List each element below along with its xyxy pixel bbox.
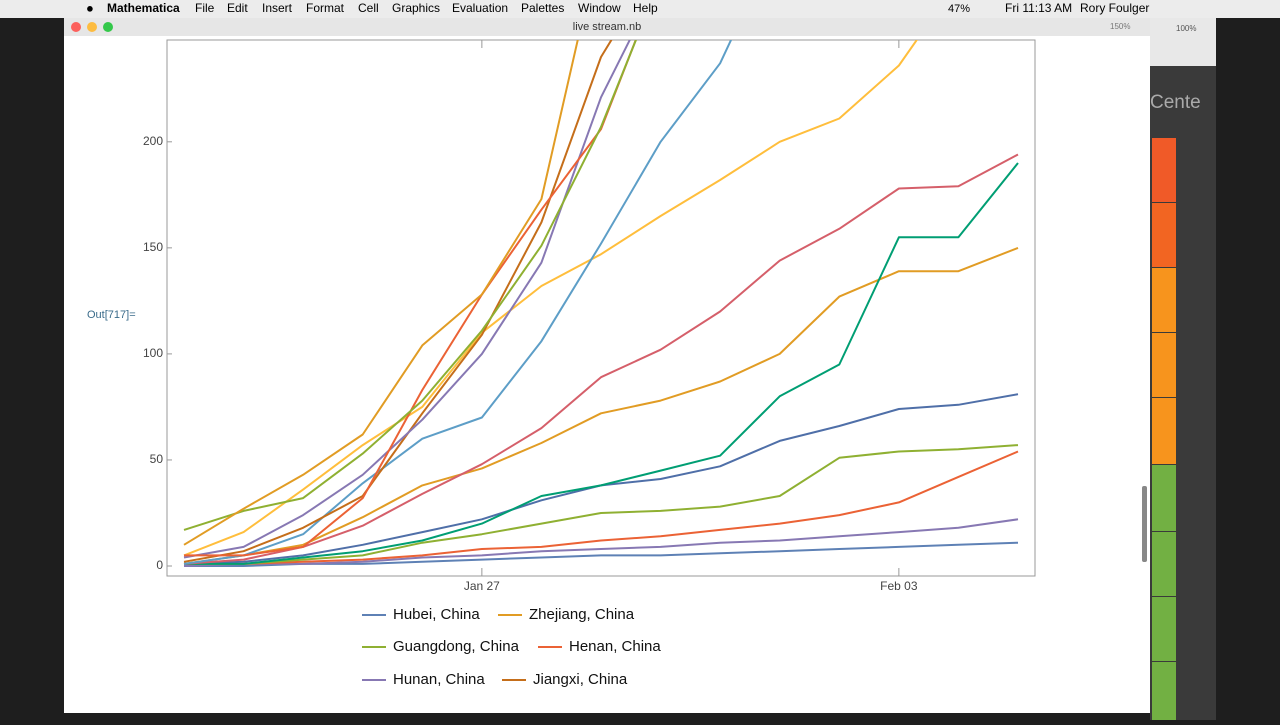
- series-line: [184, 162, 1019, 565]
- menu-bar: [0, 0, 1280, 18]
- tile[interactable]: [1152, 597, 1176, 661]
- menu-item[interactable]: Cell: [358, 1, 379, 15]
- x-tick-label: Jan 27: [464, 579, 500, 593]
- tile[interactable]: [1152, 398, 1176, 464]
- battery: 47%: [948, 3, 970, 15]
- legend-label: Hubei, China: [393, 606, 480, 623]
- minimize-button[interactable]: [87, 22, 97, 32]
- legend-label: Jiangxi, China: [533, 671, 628, 688]
- menu-item[interactable]: Help: [633, 1, 658, 15]
- zoom[interactable]: 100%: [1176, 24, 1196, 33]
- out-label: Out[717]=: [87, 309, 136, 321]
- user[interactable]: Rory Foulger: [1080, 1, 1149, 15]
- y-tick-label: 50: [150, 452, 164, 466]
- series-line: [183, 153, 1019, 565]
- y-tick-label: 0: [156, 558, 163, 572]
- side-toolbar: [1150, 18, 1216, 66]
- menu-item[interactable]: Palettes: [521, 1, 564, 15]
- title-bar: [64, 18, 1150, 36]
- tile[interactable]: [1152, 268, 1176, 332]
- window-zoom[interactable]: 150%: [1110, 22, 1130, 31]
- y-tick-label: 200: [143, 134, 163, 148]
- series-line: [183, 40, 918, 557]
- tile[interactable]: [1152, 333, 1176, 397]
- side-title: Cente: [1150, 92, 1201, 113]
- scrollbar[interactable]: [1142, 486, 1147, 562]
- series-line: [183, 40, 613, 563]
- menu-item[interactable]: Evaluation: [452, 1, 508, 15]
- tile[interactable]: [1152, 203, 1176, 267]
- zoom-button[interactable]: [103, 22, 113, 32]
- tile[interactable]: [1152, 138, 1176, 202]
- tile[interactable]: [1152, 465, 1176, 531]
- legend-label: Hunan, China: [393, 671, 485, 688]
- plot-frame: [166, 39, 1036, 577]
- series-line: [184, 450, 1019, 565]
- series-line: [183, 518, 1019, 567]
- x-tick-label: Feb 03: [880, 579, 918, 593]
- series-line: [184, 444, 1019, 565]
- close-button[interactable]: [71, 22, 81, 32]
- menu-item[interactable]: Format: [306, 1, 345, 15]
- tile[interactable]: [1152, 532, 1176, 596]
- tile[interactable]: [1152, 662, 1176, 720]
- menu-item[interactable]: Edit: [227, 1, 248, 15]
- window-title: live stream.nb: [573, 21, 641, 33]
- app-name[interactable]: Mathematica: [107, 1, 180, 15]
- y-tick-label: 100: [143, 346, 163, 360]
- series-line: [183, 40, 631, 559]
- clock[interactable]: Fri 11:13 AM: [1005, 1, 1072, 15]
- menu-item[interactable]: Graphics: [392, 1, 440, 15]
- legend-label: Guangdong, China: [393, 638, 520, 655]
- legend-label: Henan, China: [569, 638, 661, 655]
- series-line: [183, 40, 579, 546]
- y-tick-label: 150: [143, 240, 163, 254]
- apple-icon[interactable]: ●: [86, 0, 94, 15]
- menu-item[interactable]: Window: [578, 1, 621, 15]
- legend-label: Zhejiang, China: [529, 606, 635, 623]
- series-line: [183, 40, 637, 531]
- menu-item[interactable]: File: [195, 1, 215, 15]
- menu-item[interactable]: Insert: [262, 1, 293, 15]
